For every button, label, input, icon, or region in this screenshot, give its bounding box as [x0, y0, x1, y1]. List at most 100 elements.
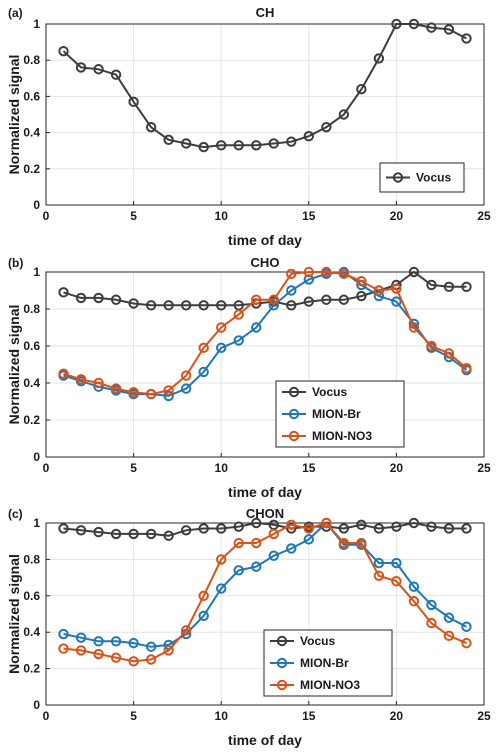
y-tick-label: 0.6	[23, 89, 40, 103]
y-axis-label: Normalized signal	[6, 55, 22, 175]
data-point	[373, 523, 385, 534]
data-point	[461, 33, 472, 44]
data-point	[408, 517, 420, 529]
legend-marker	[276, 657, 288, 669]
legend-label: Vocus	[300, 634, 335, 648]
data-point	[461, 621, 472, 632]
data-point	[461, 523, 472, 534]
x-tick-label: 5	[130, 461, 137, 475]
x-axis-label: time of day	[228, 232, 302, 248]
data-point	[286, 519, 297, 531]
data-point	[356, 276, 367, 287]
data-point	[408, 322, 420, 333]
data-point	[75, 645, 87, 656]
data-point	[110, 69, 122, 80]
data-point	[408, 581, 420, 592]
data-point	[180, 625, 192, 636]
data-point	[286, 136, 297, 147]
data-point	[216, 322, 227, 333]
legend-label: Vocus	[416, 171, 451, 185]
data-point	[461, 637, 472, 649]
data-point	[198, 300, 209, 311]
data-point	[356, 290, 367, 302]
data-point	[391, 283, 402, 294]
legend-marker	[288, 386, 300, 398]
data-point	[128, 637, 139, 649]
x-tick-label: 15	[302, 461, 316, 475]
x-tick-label: 20	[390, 709, 404, 723]
data-point	[408, 596, 420, 607]
data-point	[426, 617, 437, 629]
x-tick-label: 25	[477, 461, 491, 475]
panel-label: (b)	[8, 256, 23, 270]
y-tick-label: 0.2	[23, 162, 40, 176]
data-point	[443, 281, 455, 292]
data-point	[128, 387, 139, 398]
y-tick-label: 0.6	[23, 339, 40, 353]
data-point	[75, 632, 87, 643]
data-point	[198, 141, 209, 153]
data-point	[286, 543, 297, 554]
panel-label: (c)	[8, 507, 23, 521]
legend-label: Vocus	[312, 385, 347, 399]
series-mion-no3	[58, 266, 472, 400]
legend: Vocus MION-Br MION-NO3	[275, 380, 405, 448]
y-axis-label: Normalized signal	[6, 554, 22, 674]
series-vocus	[58, 266, 472, 311]
y-tick-label: 0.2	[23, 662, 40, 676]
data-point	[58, 287, 69, 298]
legend-marker	[276, 679, 288, 691]
data-point	[268, 294, 279, 305]
legend-label: MION-Br	[312, 407, 361, 421]
legend: Vocus MION-Br MION-NO3	[263, 629, 393, 697]
data-point	[338, 268, 350, 280]
data-point	[58, 368, 69, 379]
y-tick-label: 0.4	[23, 625, 40, 639]
data-point	[216, 140, 227, 151]
data-point	[251, 561, 262, 572]
data-point	[303, 523, 314, 534]
data-point	[251, 294, 262, 305]
panel-title: CH	[256, 5, 275, 20]
data-point	[443, 348, 455, 359]
x-tick-label: 15	[302, 709, 316, 723]
data-point	[373, 570, 385, 581]
data-point	[251, 140, 262, 151]
legend-marker	[276, 635, 288, 647]
series-mion-br	[58, 266, 472, 402]
data-point	[145, 388, 157, 400]
data-point	[93, 648, 104, 660]
data-point	[93, 636, 104, 647]
x-tick-label: 10	[215, 461, 229, 475]
data-point	[93, 64, 104, 75]
data-point	[128, 528, 139, 540]
data-point	[163, 134, 174, 146]
data-point	[426, 599, 437, 611]
data-point	[75, 292, 87, 304]
x-tick-label: 20	[390, 461, 404, 475]
data-point	[443, 523, 455, 534]
panel-label: (a)	[8, 6, 23, 20]
data-point	[303, 266, 314, 278]
data-point	[110, 383, 122, 394]
panel-ch: 0 5 10 15 20 25 0 0.2 0.4 0.6 0.8 1 (a) CH time of day…	[6, 5, 491, 248]
data-point	[58, 643, 69, 654]
x-tick-label: 0	[43, 461, 50, 475]
x-tick-label: 25	[477, 209, 491, 223]
data-point	[198, 523, 209, 534]
data-point	[180, 138, 192, 149]
data-point	[180, 383, 192, 394]
data-point	[198, 366, 209, 378]
data-point	[58, 628, 69, 640]
data-point	[110, 294, 122, 305]
data-point	[233, 521, 244, 532]
y-tick-label: 1	[33, 265, 40, 279]
data-point	[443, 612, 455, 623]
data-point	[373, 285, 385, 296]
data-point	[75, 62, 87, 73]
x-tick-label: 10	[215, 209, 229, 223]
data-point	[233, 335, 244, 346]
data-point	[251, 517, 262, 529]
series-line	[63, 521, 467, 537]
